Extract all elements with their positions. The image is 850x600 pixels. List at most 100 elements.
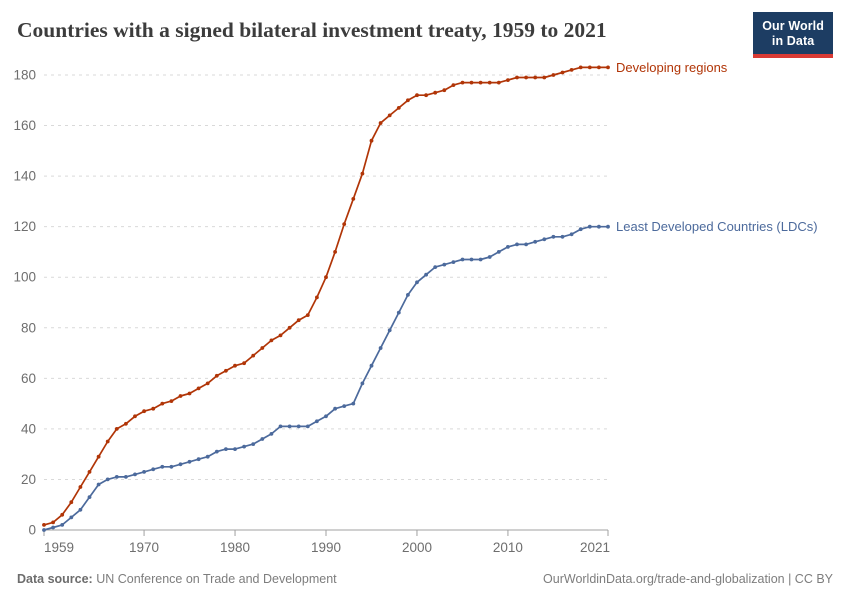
- series-point: [114, 475, 119, 479]
- series-point: [169, 399, 174, 403]
- series-point: [569, 232, 574, 237]
- series-point: [78, 485, 83, 489]
- series-point: [487, 255, 492, 259]
- series-point: [597, 224, 601, 229]
- series-point: [315, 295, 319, 300]
- series-point: [569, 68, 574, 72]
- credit-link[interactable]: OurWorldinData.org/trade-and-globalizati…: [543, 572, 833, 586]
- series-point: [133, 414, 137, 419]
- series-point: [105, 439, 110, 444]
- series-point: [396, 310, 401, 315]
- series-point: [196, 457, 201, 462]
- series-point: [124, 421, 128, 426]
- series-point: [606, 65, 610, 70]
- series-point: [296, 424, 301, 429]
- y-axis-label: 120: [13, 219, 36, 234]
- y-axis-label: 100: [13, 270, 36, 285]
- series-point: [597, 65, 601, 70]
- series-point: [560, 70, 565, 75]
- series-point: [433, 265, 438, 269]
- series-point: [287, 424, 292, 429]
- series-point: [160, 401, 165, 406]
- series-point: [451, 83, 456, 87]
- series-point: [551, 73, 556, 77]
- chart-header: Countries with a signed bilateral invest…: [17, 12, 833, 58]
- series-point: [260, 437, 265, 441]
- series-point: [487, 80, 492, 85]
- series-line-developing-regions[interactable]: [43, 66, 609, 526]
- series-point: [233, 363, 237, 368]
- series-point: [133, 472, 137, 477]
- y-axis-label: 0: [28, 523, 36, 538]
- y-axis-label: 60: [21, 371, 36, 386]
- series-point: [187, 459, 192, 464]
- series-point: [369, 138, 374, 143]
- series-point: [242, 444, 247, 449]
- series-point: [542, 237, 547, 242]
- series-point: [305, 313, 310, 317]
- series-point: [251, 442, 256, 446]
- series-point: [533, 75, 538, 80]
- y-axis-label: 140: [13, 169, 36, 184]
- series-point: [506, 78, 510, 82]
- y-axis-label: 80: [21, 320, 36, 335]
- series-point: [42, 528, 46, 532]
- series-point: [142, 470, 147, 474]
- y-axis-label: 40: [21, 421, 36, 436]
- series-point: [433, 90, 438, 95]
- series-end-label-developing-regions[interactable]: Developing regions: [616, 60, 728, 75]
- series-point: [415, 280, 419, 285]
- series-point: [205, 381, 210, 386]
- series-point: [378, 346, 383, 350]
- series-point: [478, 257, 483, 262]
- data-source: Data source: UN Conference on Trade and …: [17, 572, 337, 587]
- series-point: [587, 224, 592, 229]
- series-point: [96, 482, 101, 487]
- series-point: [515, 75, 519, 80]
- series-point: [60, 512, 65, 517]
- owid-logo[interactable]: Our World in Data: [753, 12, 833, 58]
- series-point: [369, 363, 374, 368]
- series-point: [496, 250, 501, 254]
- series-point: [460, 80, 465, 85]
- series-point: [187, 391, 192, 396]
- y-axis-label: 160: [13, 118, 36, 133]
- series-point: [69, 515, 74, 520]
- series-point: [324, 414, 328, 419]
- owid-logo-line1: Our World: [762, 19, 824, 33]
- series-point: [415, 93, 419, 98]
- series-point: [42, 523, 46, 527]
- series-point: [351, 401, 356, 406]
- series-point: [87, 495, 92, 499]
- chart-title: Countries with a signed bilateral invest…: [17, 18, 607, 42]
- chart-svg: 0 20 40 60 80 100 120 140 160 180 1959 1970 1980 1990…: [13, 60, 818, 555]
- series-point: [278, 333, 283, 338]
- series-point: [396, 106, 401, 110]
- x-axis-label: 2010: [493, 540, 523, 555]
- series-point: [469, 257, 474, 262]
- series-point: [578, 227, 583, 232]
- series-point: [269, 432, 274, 436]
- series-point: [551, 234, 556, 239]
- series-point: [342, 404, 347, 408]
- series-point: [587, 65, 592, 70]
- x-axis-label: 1970: [129, 540, 159, 555]
- series-point: [60, 523, 65, 527]
- chart-footer: Data source: UN Conference on Trade and …: [17, 572, 833, 587]
- series-point: [378, 121, 383, 125]
- series-point: [305, 424, 310, 429]
- series-point: [278, 424, 283, 429]
- x-axis-label: 1980: [220, 540, 250, 555]
- series-point: [251, 353, 256, 358]
- series-point: [169, 464, 174, 469]
- series-point: [242, 361, 247, 366]
- series-point: [142, 409, 147, 414]
- series-point: [224, 447, 228, 451]
- series-point: [233, 447, 237, 451]
- series-point: [478, 80, 483, 85]
- x-axis-label: 1959: [44, 540, 74, 555]
- series-end-label-least-developed-countries-ldcs[interactable]: Least Developed Countries (LDCs): [616, 219, 818, 234]
- series-point: [578, 65, 583, 70]
- series-point: [469, 80, 474, 85]
